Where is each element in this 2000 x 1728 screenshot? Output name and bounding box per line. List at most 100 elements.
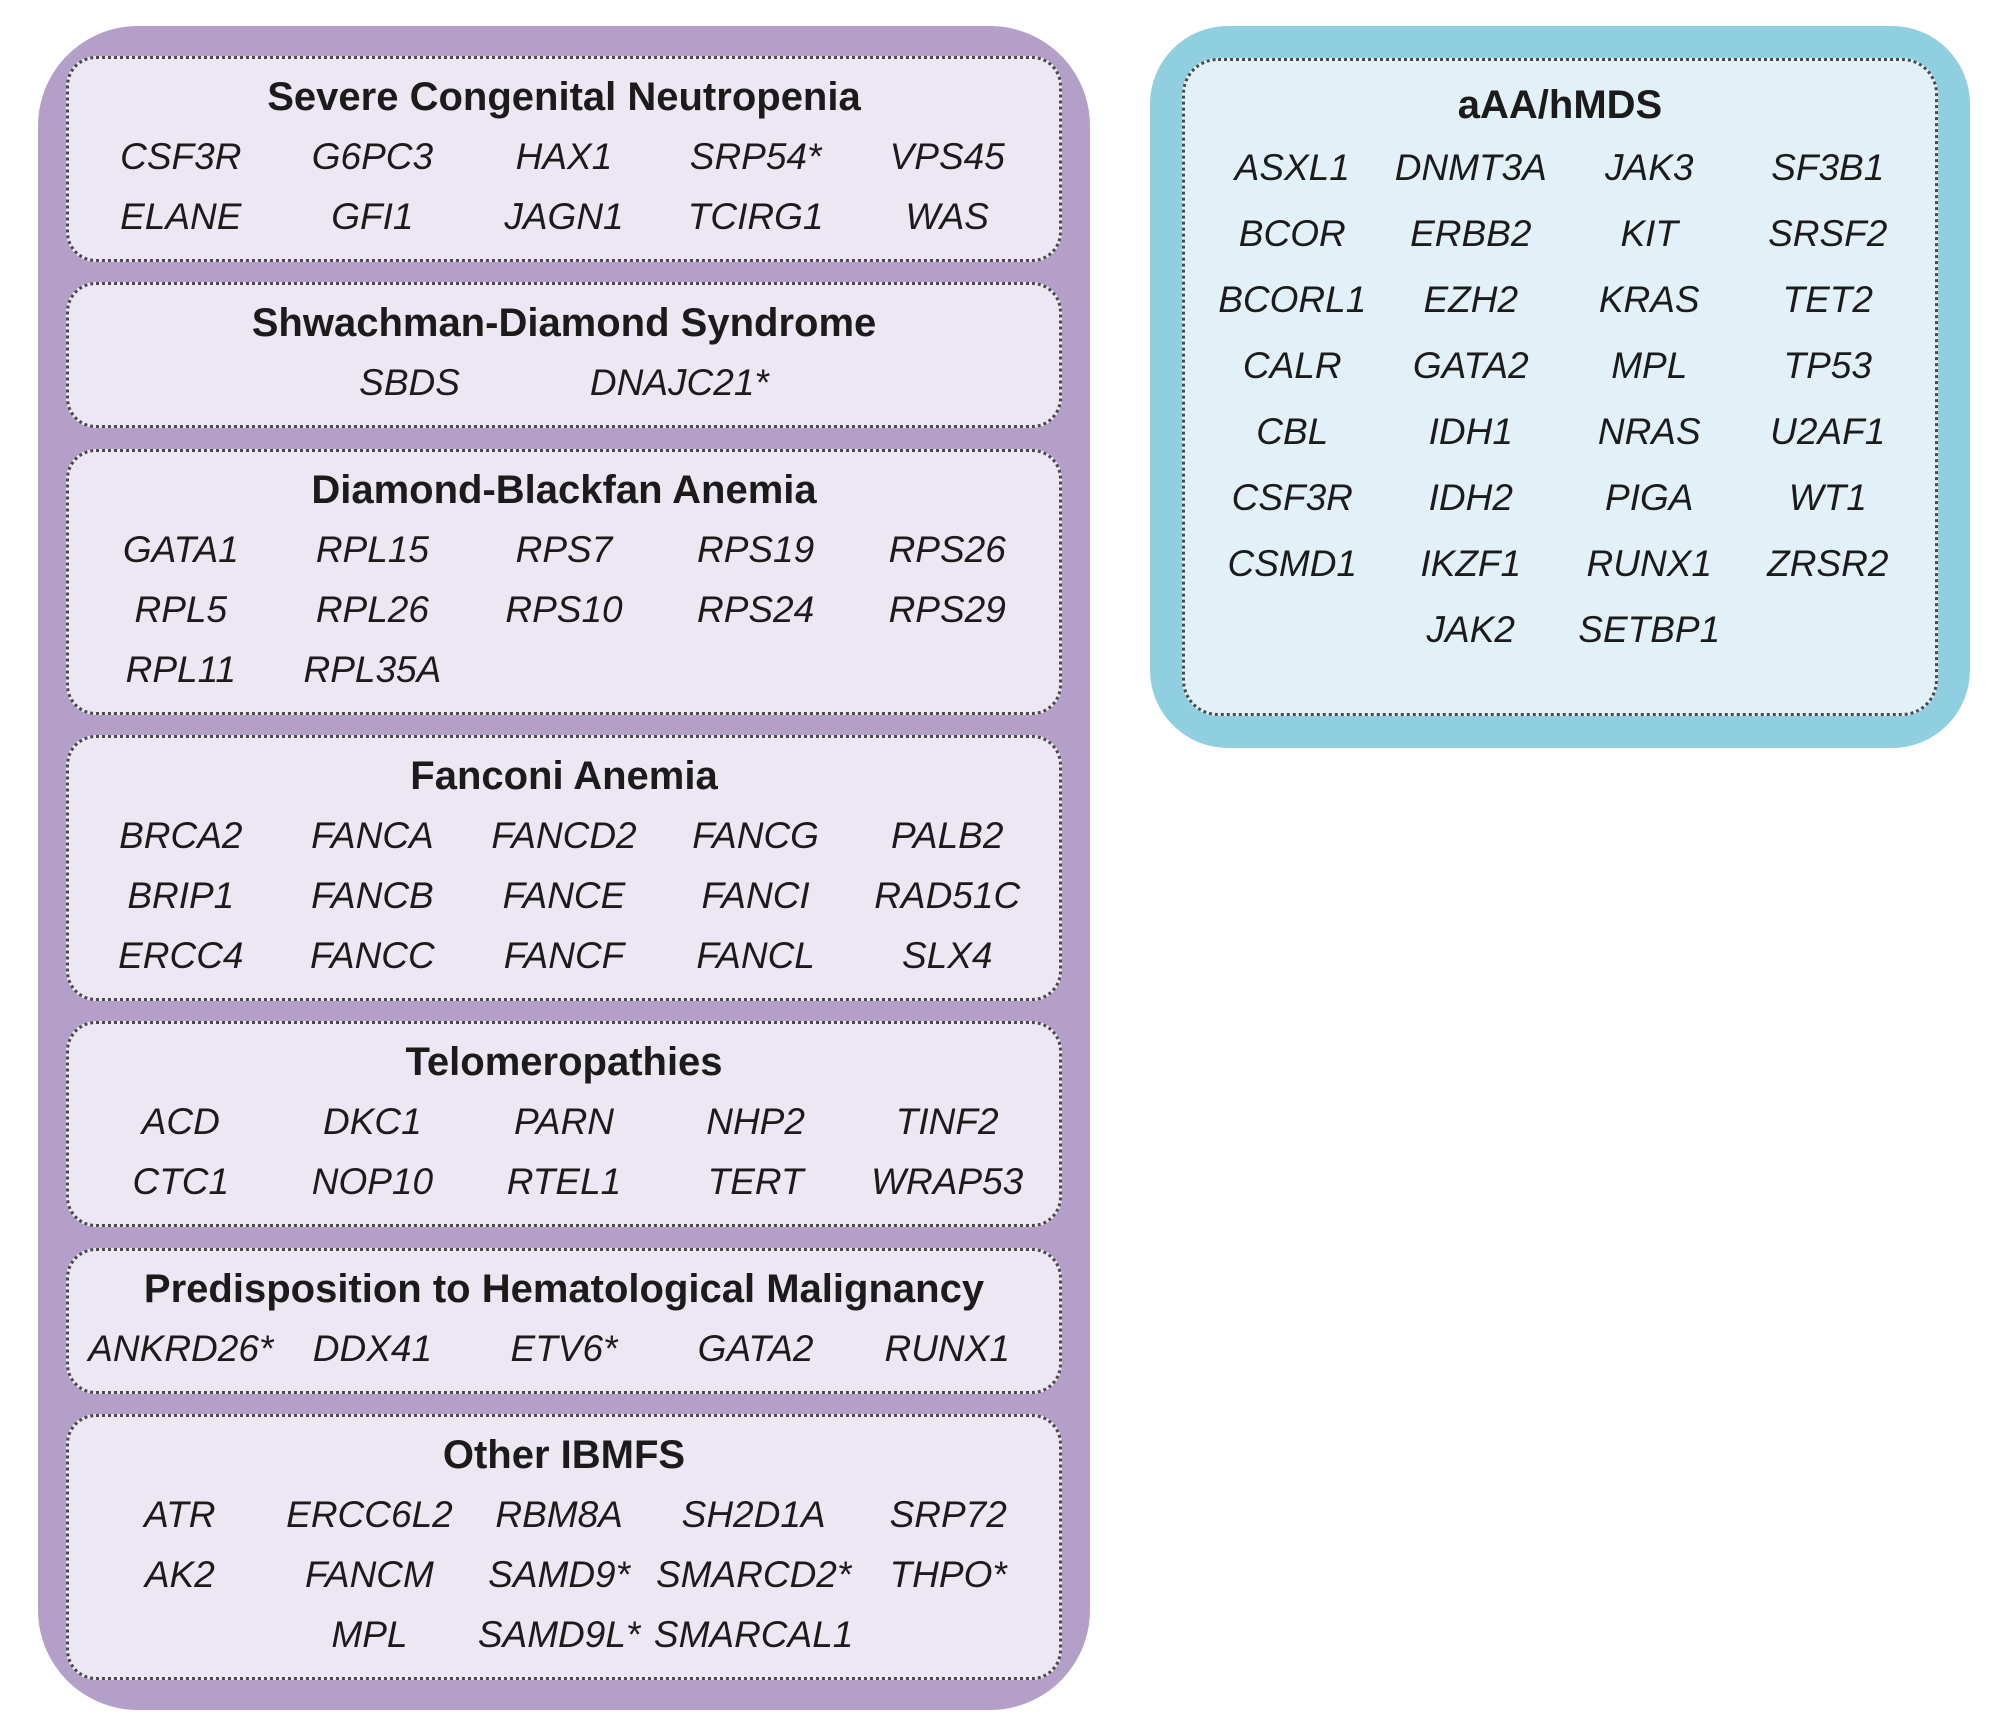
aa-hmds-panel: aAA/hMDS ASXL1 DNMT3A JAK3 SF3B1 BCOR ERBB2 KI… (1150, 26, 1970, 748)
gene-label: DNMT3A (1394, 147, 1547, 188)
gene-list: BRCA2 FANCA FANCD2 FANCG PALB2 BRIP1 FANCB FANC… (85, 806, 1043, 986)
gene-label: GFI1 (331, 196, 414, 237)
gene-label: DKC1 (323, 1101, 422, 1143)
gene-label: FANCF (503, 934, 625, 976)
section-fanconi-anemia: Fanconi Anemia BRCA2 FANCA FANCD2 FANCG PALB2… (66, 734, 1062, 1001)
gene-label: RPL15 (315, 528, 429, 570)
gene-label: THPO* (889, 1553, 1007, 1595)
section-title: Other IBMFS (442, 1432, 686, 1477)
gene-label: SLX4 (901, 934, 993, 976)
gene-label: FANCA (311, 814, 434, 856)
gene-label: ETV6* (510, 1327, 618, 1369)
gene-label: SMARCD2* (655, 1553, 852, 1595)
gene-label: FANCL (696, 934, 815, 976)
gene-label: GATA1 (122, 528, 239, 570)
gene-label: ELANE (120, 196, 242, 237)
gene-list: ANKRD26* DDX41 ETV6* GATA2 RUNX1 (85, 1319, 1043, 1379)
gene-label: VPS45 (889, 136, 1005, 177)
gene-label: ERCC4 (118, 934, 244, 976)
gene-label: WT1 (1788, 477, 1867, 518)
gene-label: TCIRG1 (687, 196, 824, 237)
gene-label: FANCM (305, 1553, 434, 1595)
gene-label: RPS29 (888, 588, 1006, 630)
gene-label: TERT (707, 1161, 804, 1203)
gene-label: RPS10 (505, 588, 623, 630)
gene-label: PIGA (1605, 477, 1694, 518)
gene-label: MPL (331, 1613, 408, 1655)
gene-label: DDX41 (312, 1327, 433, 1369)
gene-label: PARN (513, 1101, 615, 1143)
gene-empty-cell (1203, 597, 1382, 663)
gene-label: RPL5 (134, 588, 228, 630)
gene-label: GATA2 (1412, 345, 1529, 386)
gene-label: HAX1 (515, 136, 613, 177)
gene-label: RBM8A (495, 1493, 623, 1535)
gene-label: SETBP1 (1578, 609, 1721, 650)
gene-empty-cell (660, 640, 852, 700)
gene-empty-cell (468, 640, 660, 700)
gene-label: JAGN1 (504, 196, 624, 237)
gene-label: NHP2 (706, 1101, 805, 1143)
gene-label: CALR (1242, 345, 1342, 386)
gene-label: CSF3R (120, 136, 242, 177)
gene-label: CSMD1 (1227, 543, 1358, 584)
gene-label: DNAJC21* (589, 362, 769, 404)
gene-label: SRSF2 (1768, 213, 1888, 254)
gene-label: G6PC3 (311, 136, 434, 177)
gene-label: RPL11 (125, 648, 236, 690)
gene-label: CBL (1256, 411, 1329, 452)
gene-label: IDH1 (1428, 411, 1513, 452)
gene-label: EZH2 (1423, 279, 1519, 320)
gene-list: GATA1 RPL15 RPS7 RPS19 RPS26 RPL5 RPL26 RPS10 RP… (85, 520, 1043, 700)
gene-label: RPS26 (888, 528, 1006, 570)
gene-label: SRP54* (689, 136, 822, 177)
gene-label: RPS19 (696, 528, 815, 570)
gene-label: TP53 (1783, 345, 1872, 386)
gene-empty-cell (851, 640, 1043, 700)
gene-label: FANCG (692, 814, 819, 856)
aa-hmds-gene-list: ASXL1 DNMT3A JAK3 SF3B1 BCOR ERBB2 KIT SRSF2 BCO… (1203, 135, 1917, 663)
gene-label: PALB2 (890, 814, 1004, 856)
section-diamond-blackfan-anemia: Diamond-Blackfan Anemia GATA1 RPL15 RPS7 RPS… (66, 448, 1062, 715)
gene-label: FANCB (311, 874, 434, 916)
gene-list: CSF3R G6PC3 HAX1 SRP54* VPS45 ELANE GFI1 JAGN1 T… (85, 127, 1043, 247)
section-severe-congenital-neutropenia: Severe Congenital Neutropenia CSF3R G6PC3 H… (66, 56, 1062, 262)
gene-label: U2AF1 (1770, 411, 1886, 452)
section-title: Diamond-Blackfan Anemia (311, 467, 817, 512)
section-title: Severe Congenital Neutropenia (267, 75, 861, 119)
section-predisposition-to-hematological-malignancy: Predisposition to Hematological Malignan… (66, 1247, 1062, 1394)
gene-label: FANCD2 (491, 814, 637, 856)
gene-label: FANCI (701, 874, 810, 916)
gene-label: SAMD9* (488, 1553, 631, 1595)
section-title: Predisposition to Hematological Malignan… (143, 1266, 985, 1311)
gene-label: ATR (144, 1493, 216, 1535)
section-shwachman-diamond-syndrome: Shwachman-Diamond Syndrome SBDS DNAJC21* (66, 282, 1062, 429)
gene-label: ASXL1 (1234, 147, 1350, 188)
section-other-ibmfs: Other IBMFS ATR ERCC6L2 RBM8A SH2D1A SRP72 AK2… (66, 1413, 1062, 1680)
gene-label: RAD51C (874, 874, 1021, 916)
gene-label: TET2 (1782, 279, 1873, 320)
gene-label: RTEL1 (506, 1161, 622, 1203)
gene-label: BRIP1 (127, 874, 235, 916)
gene-label: SF3B1 (1771, 147, 1885, 188)
gene-label: CSF3R (1231, 477, 1353, 518)
gene-label: JAK2 (1426, 609, 1515, 650)
section-title: Shwachman-Diamond Syndrome (251, 301, 877, 346)
gene-label: RPL26 (315, 588, 429, 630)
gene-label: NRAS (1597, 411, 1701, 452)
gene-label: JAK3 (1605, 147, 1694, 188)
gene-empty-cell (853, 1605, 1043, 1665)
gene-label: WRAP53 (871, 1161, 1024, 1203)
gene-label: RUNX1 (884, 1327, 1010, 1369)
gene-label: ACD (141, 1101, 220, 1143)
section-title: Telomeropathies (405, 1040, 723, 1085)
gene-label: CTC1 (132, 1161, 230, 1203)
gene-empty-cell (85, 1605, 275, 1665)
gene-label: BCOR (1238, 213, 1346, 254)
section-telomeropathies: Telomeropathies ACD DKC1 PARN NHP2 TINF2 CTC1 N… (66, 1021, 1062, 1228)
gene-label: FANCC (310, 934, 435, 976)
gene-label: KIT (1620, 213, 1679, 254)
gene-label: WAS (905, 196, 989, 237)
gene-label: ERBB2 (1410, 213, 1532, 254)
gene-label: ANKRD26* (88, 1327, 274, 1369)
